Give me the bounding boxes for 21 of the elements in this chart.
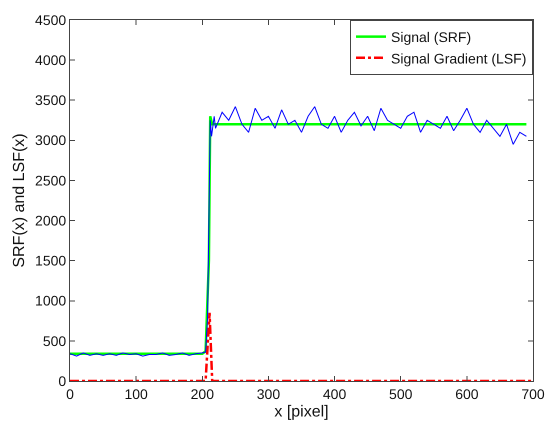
x-tick-label: 300 — [256, 386, 280, 402]
y-tick-label: 4000 — [35, 52, 66, 68]
legend-label: Signal (SRF) — [391, 29, 472, 46]
x-tick-label: 200 — [190, 386, 214, 402]
x-axis-title: x [pixel] — [274, 404, 329, 420]
y-tick-label: 500 — [42, 332, 66, 349]
y-axis-title: SRF(x) and LSF(x) — [10, 133, 28, 268]
y-tick-label: 1000 — [35, 292, 66, 309]
y-tick-label: 2000 — [35, 212, 66, 228]
y-tick-label: 4500 — [35, 12, 66, 28]
y-tick-label: 1500 — [35, 252, 66, 269]
legend-label: Signal Gradient (LSF) — [391, 50, 526, 66]
y-tick-label: 0 — [58, 372, 66, 389]
x-tick-label: 100 — [124, 386, 148, 402]
y-tick-label: 2500 — [35, 172, 66, 188]
x-tick-label: 600 — [455, 386, 479, 402]
x-tick-label: 700 — [521, 386, 545, 402]
y-tick-label: 3000 — [35, 132, 66, 148]
x-tick-label: 500 — [389, 386, 413, 402]
y-tick-label: 3500 — [35, 92, 66, 108]
x-tick-label: 400 — [322, 386, 346, 402]
